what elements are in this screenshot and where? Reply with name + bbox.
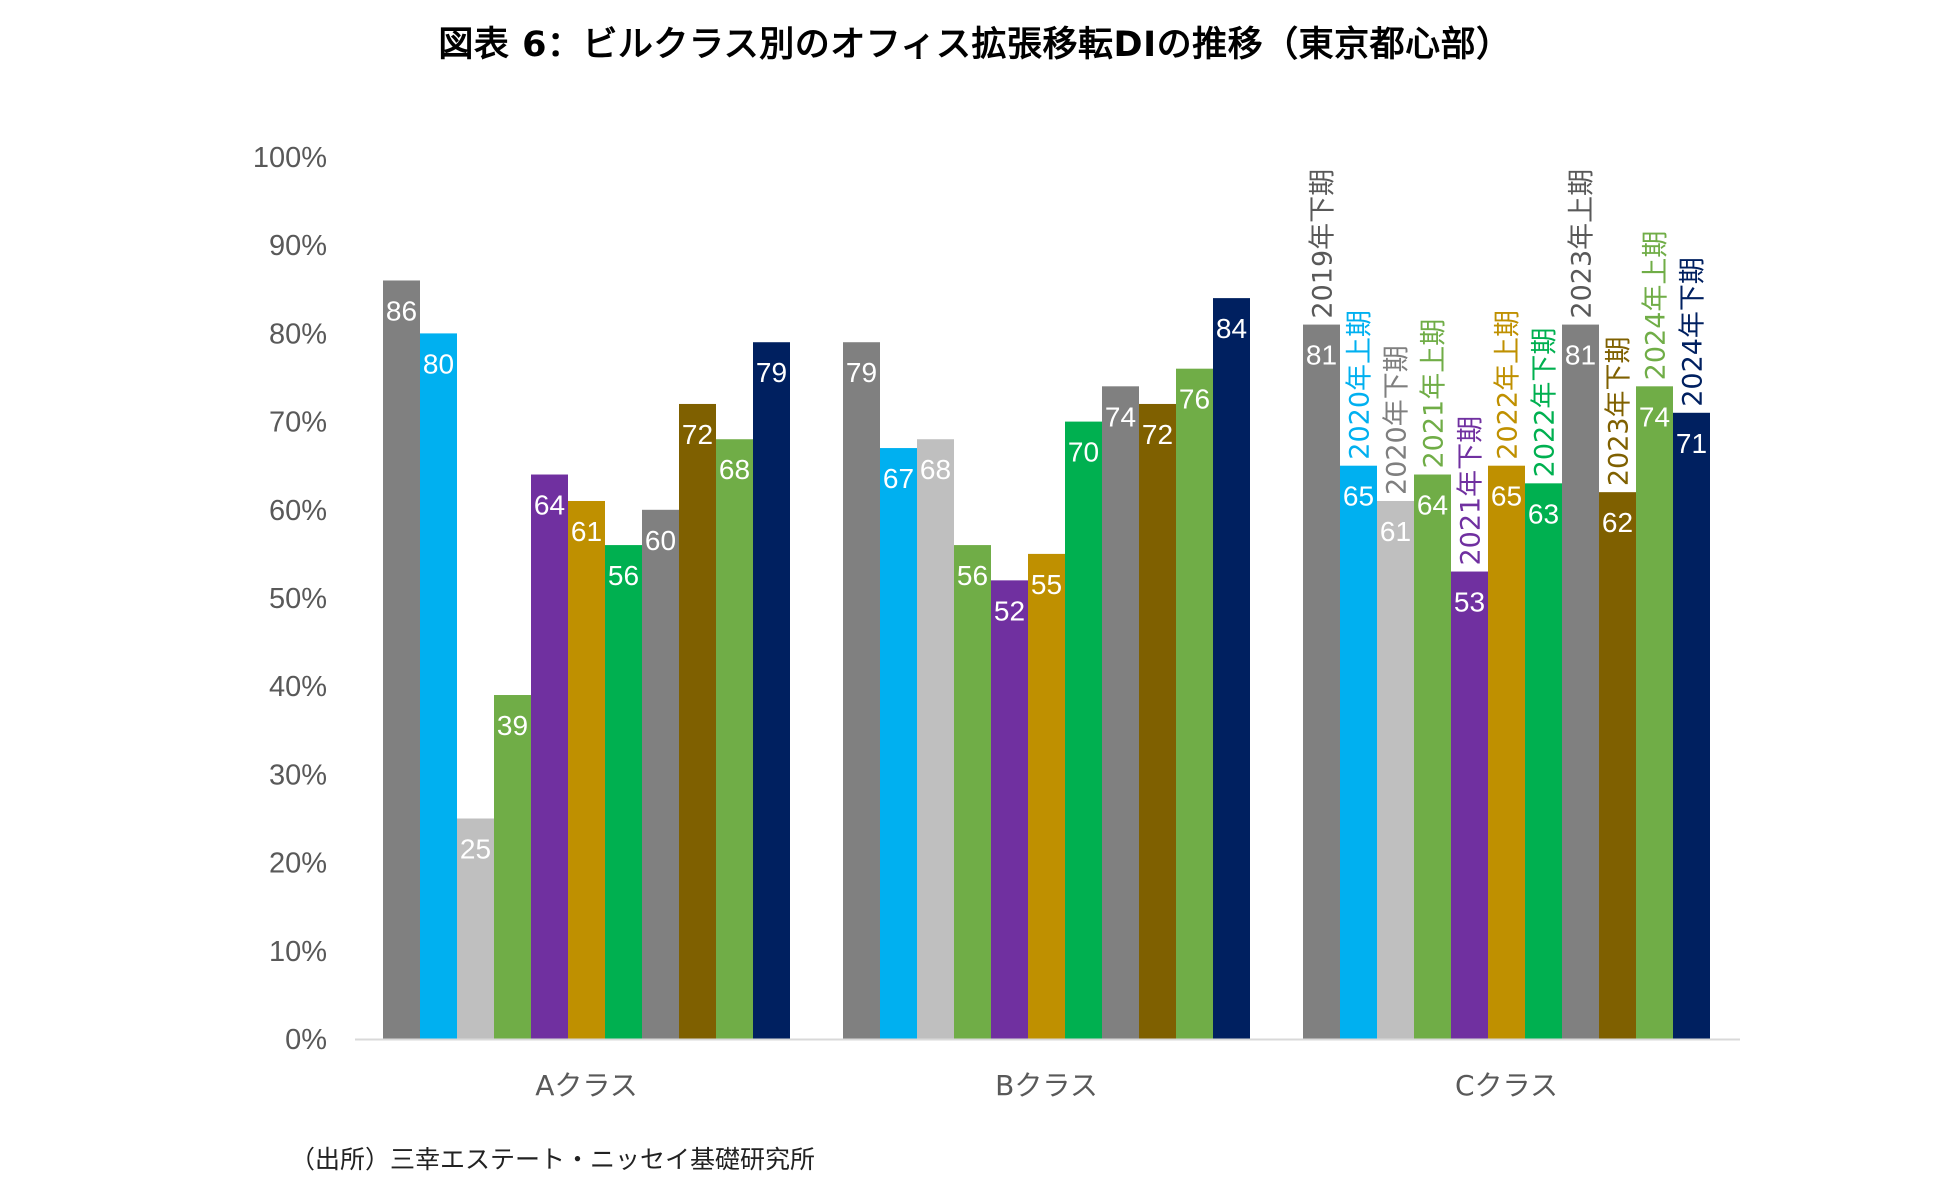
data-label: 56 — [608, 560, 639, 591]
bar — [954, 545, 991, 1039]
series-label: 2023年下期 — [1604, 336, 1635, 486]
series-label: 2021年下期 — [1456, 416, 1487, 566]
y-tick-label: 30% — [269, 759, 327, 791]
data-label: 62 — [1602, 507, 1633, 538]
bar — [843, 342, 880, 1040]
bars — [383, 280, 1710, 1040]
x-tick-label: Aクラス — [535, 1069, 638, 1102]
bar — [1340, 465, 1377, 1039]
y-tick-label: 20% — [269, 848, 327, 880]
x-tick-label: Bクラス — [995, 1069, 1098, 1102]
data-label: 52 — [994, 595, 1025, 626]
bar — [753, 342, 790, 1040]
bar — [420, 333, 457, 1039]
data-label: 63 — [1528, 498, 1559, 529]
bar — [1451, 571, 1488, 1039]
data-label: 74 — [1105, 401, 1136, 432]
source-note: （出所）三幸エステート・ニッセイ基礎研究所 — [290, 1145, 816, 1174]
data-label: 25 — [460, 834, 491, 865]
data-label: 68 — [719, 454, 750, 485]
y-tick-label: 100% — [253, 142, 327, 174]
bar — [1213, 298, 1250, 1039]
bar — [716, 439, 753, 1039]
series-label: 2023年上期 — [1567, 169, 1598, 319]
x-axis: Aクラス Bクラス Cクラス — [355, 1038, 1740, 1102]
y-tick-label: 40% — [269, 671, 327, 703]
bar — [991, 580, 1028, 1039]
data-label: 80 — [423, 348, 454, 379]
data-label: 65 — [1343, 481, 1374, 512]
bar — [1414, 474, 1451, 1039]
y-axis: 0% 10% 20% 30% 40% 50% 60% 70% 80% 90% 100% — [253, 142, 327, 1056]
data-label: 67 — [883, 463, 914, 494]
data-label: 68 — [920, 454, 951, 485]
data-label: 71 — [1676, 428, 1707, 459]
data-label: 81 — [1565, 340, 1596, 371]
data-label: 74 — [1639, 401, 1670, 432]
y-tick-label: 90% — [269, 230, 327, 262]
bar — [1525, 483, 1562, 1040]
data-label: 55 — [1031, 569, 1062, 600]
bar — [642, 509, 679, 1039]
y-tick-label: 60% — [269, 495, 327, 527]
bar — [1562, 324, 1599, 1040]
bar — [679, 403, 716, 1040]
data-label: 64 — [534, 490, 565, 521]
bar — [1102, 386, 1139, 1039]
bar — [1303, 324, 1340, 1040]
data-label: 76 — [1179, 384, 1210, 415]
bar — [1176, 368, 1213, 1039]
bar — [494, 695, 531, 1039]
data-label: 72 — [682, 419, 713, 450]
series-label: 2020年上期 — [1345, 310, 1376, 460]
y-tick-label: 80% — [269, 318, 327, 350]
y-tick-label: 50% — [269, 583, 327, 615]
series-label: 2024年下期 — [1678, 257, 1709, 407]
bar — [605, 545, 642, 1039]
series-label: 2019年下期 — [1308, 169, 1339, 319]
bar — [531, 474, 568, 1039]
bar — [1065, 421, 1102, 1040]
bar — [880, 448, 917, 1039]
data-label: 70 — [1068, 437, 1099, 468]
bar — [568, 500, 605, 1040]
bar — [383, 280, 420, 1040]
bar — [917, 439, 954, 1039]
data-label: 60 — [645, 525, 676, 556]
bar — [1488, 465, 1525, 1039]
y-tick-label: 10% — [269, 936, 327, 968]
data-label: 61 — [1380, 516, 1411, 547]
series-label: 2021年上期 — [1419, 319, 1450, 469]
data-label: 64 — [1417, 490, 1448, 521]
bar — [1673, 412, 1710, 1039]
series-label: 2022年上期 — [1493, 310, 1524, 460]
y-tick-label: 0% — [285, 1024, 327, 1056]
data-label: 79 — [756, 357, 787, 388]
bar — [1636, 386, 1673, 1039]
bar — [1377, 500, 1414, 1040]
bar — [1028, 553, 1065, 1039]
data-label: 65 — [1491, 481, 1522, 512]
y-tick-label: 70% — [269, 407, 327, 439]
data-label: 86 — [386, 295, 417, 326]
data-label: 81 — [1306, 340, 1337, 371]
series-label: 2020年下期 — [1382, 345, 1413, 495]
series-label: 2024年上期 — [1641, 231, 1672, 381]
data-label: 56 — [957, 560, 988, 591]
data-label: 39 — [497, 710, 528, 741]
data-label: 61 — [571, 516, 602, 547]
data-label: 79 — [846, 357, 877, 388]
data-label: 84 — [1216, 313, 1247, 344]
bar — [457, 818, 494, 1039]
chart-title: 図表 6：ビルクラス別のオフィス拡張移転DIの推移（東京都心部） — [438, 25, 1512, 65]
series-label: 2022年下期 — [1530, 328, 1561, 478]
data-label: 72 — [1142, 419, 1173, 450]
bar — [1599, 492, 1636, 1039]
data-label: 53 — [1454, 587, 1485, 618]
bar — [1139, 403, 1176, 1040]
x-tick-label: Cクラス — [1455, 1069, 1558, 1102]
